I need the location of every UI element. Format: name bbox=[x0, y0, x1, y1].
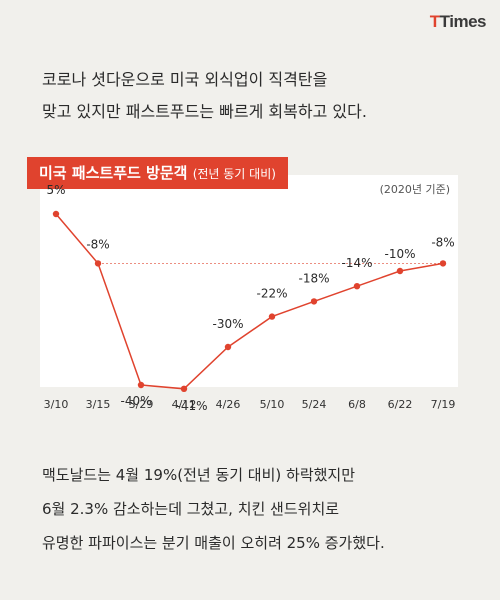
data-point bbox=[52, 210, 60, 218]
outro-line-3: 유명한 파파이스는 분기 매출이 오히려 25% 증가했다. bbox=[42, 534, 385, 552]
chart-title-banner: 미국 패스트푸드 방문객 (전년 동기 대비) bbox=[27, 157, 288, 189]
x-tick-label: 3/10 bbox=[44, 398, 69, 411]
data-label: -8% bbox=[86, 237, 109, 251]
chart-title-sub: (전년 동기 대비) bbox=[192, 167, 276, 181]
data-point bbox=[310, 298, 318, 305]
data-point bbox=[396, 267, 404, 275]
chart-title-main: 미국 패스트푸드 방문객 bbox=[39, 164, 188, 182]
data-point bbox=[94, 260, 102, 267]
x-tick-label: 4/26 bbox=[216, 398, 241, 411]
x-tick-label: 6/8 bbox=[348, 398, 366, 411]
x-tick-label: 3/15 bbox=[86, 398, 111, 411]
outro-text: 맥도날드는 4월 19%(전년 동기 대비) 하락했지만 6월 2.3% 감소하… bbox=[42, 458, 482, 560]
x-tick-label: 5/10 bbox=[260, 398, 285, 411]
logo-letter-t: T bbox=[429, 12, 440, 31]
data-label: 5% bbox=[46, 183, 65, 197]
logo-word-times: Times bbox=[439, 12, 487, 31]
chart-card bbox=[40, 175, 458, 387]
data-label: -30% bbox=[212, 317, 243, 331]
data-point bbox=[180, 385, 188, 392]
data-point bbox=[224, 343, 232, 351]
x-tick-label: 6/22 bbox=[388, 398, 413, 411]
data-point bbox=[353, 283, 361, 290]
data-label: -14% bbox=[341, 256, 372, 270]
data-label: -18% bbox=[298, 271, 329, 285]
data-label: -8% bbox=[431, 235, 454, 249]
series-line bbox=[55, 213, 444, 390]
intro-text: 코로나 셧다운으로 미국 외식업이 직격탄을 맞고 있지만 패스트푸드는 빠르게… bbox=[42, 64, 472, 128]
data-label: -22% bbox=[256, 287, 287, 301]
x-tick-label: 7/19 bbox=[431, 398, 456, 411]
data-label: -10% bbox=[384, 247, 415, 261]
data-point bbox=[439, 260, 447, 267]
base-year-note: (2020년 기준) bbox=[379, 183, 450, 196]
outro-line-2: 6월 2.3% 감소하는데 그쳤고, 치킨 샌드위치로 bbox=[42, 500, 340, 518]
intro-line-2: 맞고 있지만 패스트푸드는 빠르게 회복하고 있다. bbox=[42, 102, 367, 121]
intro-line-1: 코로나 셧다운으로 미국 외식업이 직격탄을 bbox=[42, 70, 328, 89]
outro-line-1: 맥도날드는 4월 19%(전년 동기 대비) 하락했지만 bbox=[42, 466, 356, 484]
data-point bbox=[137, 381, 145, 389]
x-tick-label: 3/29 bbox=[129, 398, 154, 411]
data-label: -40% bbox=[120, 394, 151, 408]
x-tick-label: 4/12 bbox=[172, 398, 197, 411]
ttimes-logo: TTimes bbox=[429, 12, 487, 32]
x-tick-label: 5/24 bbox=[302, 398, 327, 411]
data-label: -41% bbox=[176, 399, 207, 413]
data-point bbox=[268, 313, 276, 320]
